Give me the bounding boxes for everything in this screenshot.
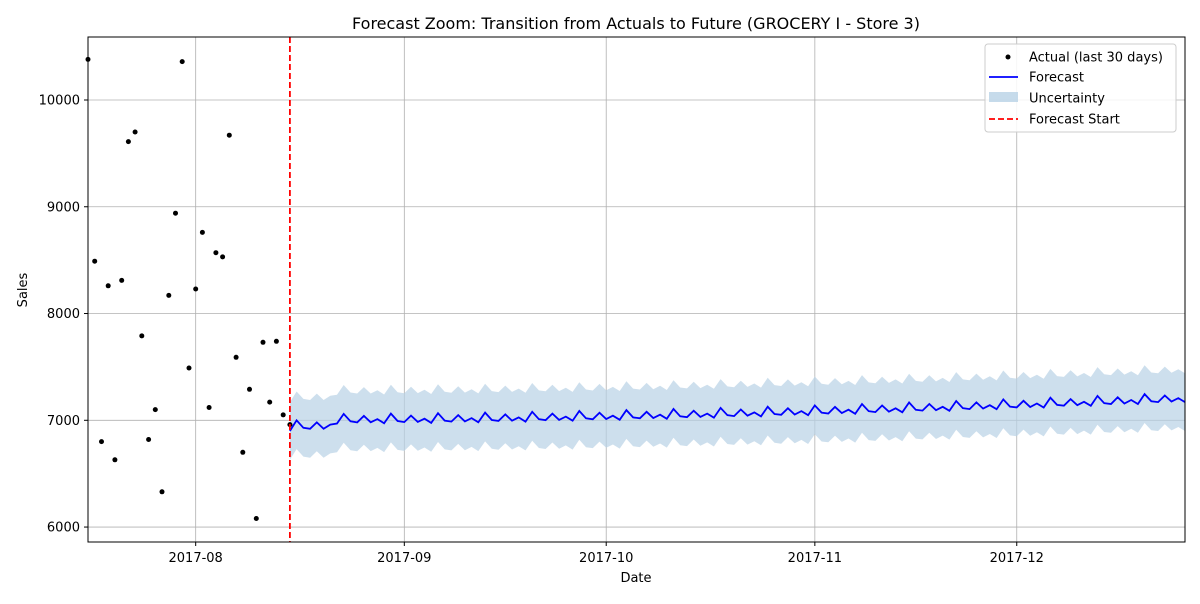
chart-title: Forecast Zoom: Transition from Actuals t…: [352, 14, 920, 33]
actual-point: [132, 129, 138, 135]
y-tick-label: 10000: [39, 93, 80, 108]
actual-point: [105, 283, 111, 289]
x-tick-label: 2017-10: [579, 551, 633, 566]
actual-point: [199, 229, 205, 235]
x-axis-ticks: 2017-08 2017-09 2017-10 2017-11 2017-12: [169, 542, 1044, 566]
forecast-series-line: [289, 392, 1186, 432]
actual-point: [193, 286, 199, 292]
actual-point: [112, 457, 118, 463]
actual-point: [99, 439, 104, 445]
actual-point: [226, 132, 232, 138]
actual-point: [152, 407, 158, 413]
forecast-line: [289, 392, 1186, 432]
x-tick-label: 2017-08: [169, 551, 223, 566]
actual-point: [213, 250, 219, 256]
actual-point: [92, 258, 98, 264]
legend-label-actual: Actual (last 30 days): [1029, 51, 1163, 66]
y-tick-label: 7000: [47, 414, 80, 429]
actual-point: [253, 516, 259, 521]
actual-point: [206, 405, 212, 410]
x-tick-label: 2017-12: [990, 551, 1044, 566]
x-tick-label: 2017-09: [377, 551, 431, 566]
actual-point: [220, 254, 226, 260]
actual-point: [267, 399, 273, 405]
actual-point: [179, 59, 185, 65]
actual-point: [240, 449, 246, 455]
actual-point: [173, 210, 178, 216]
actual-point: [247, 386, 252, 392]
legend-label-uncertainty: Uncertainty: [1029, 92, 1105, 107]
actual-point: [186, 365, 192, 371]
actual-point: [273, 338, 279, 344]
actual-point: [159, 489, 165, 495]
plot-frame: [87, 36, 1186, 543]
y-tick-label: 6000: [47, 521, 80, 536]
legend-label-forecast-start: Forecast Start: [1029, 113, 1120, 128]
actual-point: [260, 339, 266, 345]
legend-box: [984, 43, 1177, 133]
actual-point: [146, 437, 152, 442]
x-axis-label: Date: [620, 571, 651, 586]
y-tick-label: 8000: [47, 307, 80, 322]
actual-point: [233, 354, 239, 360]
legend-marker-actual: [1005, 54, 1011, 60]
y-tick-label: 9000: [47, 200, 80, 215]
actual-point: [166, 292, 172, 298]
legend: Actual (last 30 days) Forecast Uncertain…: [984, 43, 1177, 133]
actual-point: [125, 139, 131, 145]
y-axis-ticks: 6000 7000 8000 9000 10000: [39, 93, 88, 536]
y-axis-label: Sales: [16, 272, 31, 307]
x-tick-label: 2017-11: [788, 551, 842, 566]
legend-marker-uncertainty: [989, 92, 1018, 102]
actual-points: [85, 56, 293, 521]
legend-label-forecast: Forecast: [1029, 71, 1084, 86]
actual-point: [280, 412, 286, 418]
actual-point: [119, 277, 125, 283]
actual-point: [139, 333, 145, 339]
